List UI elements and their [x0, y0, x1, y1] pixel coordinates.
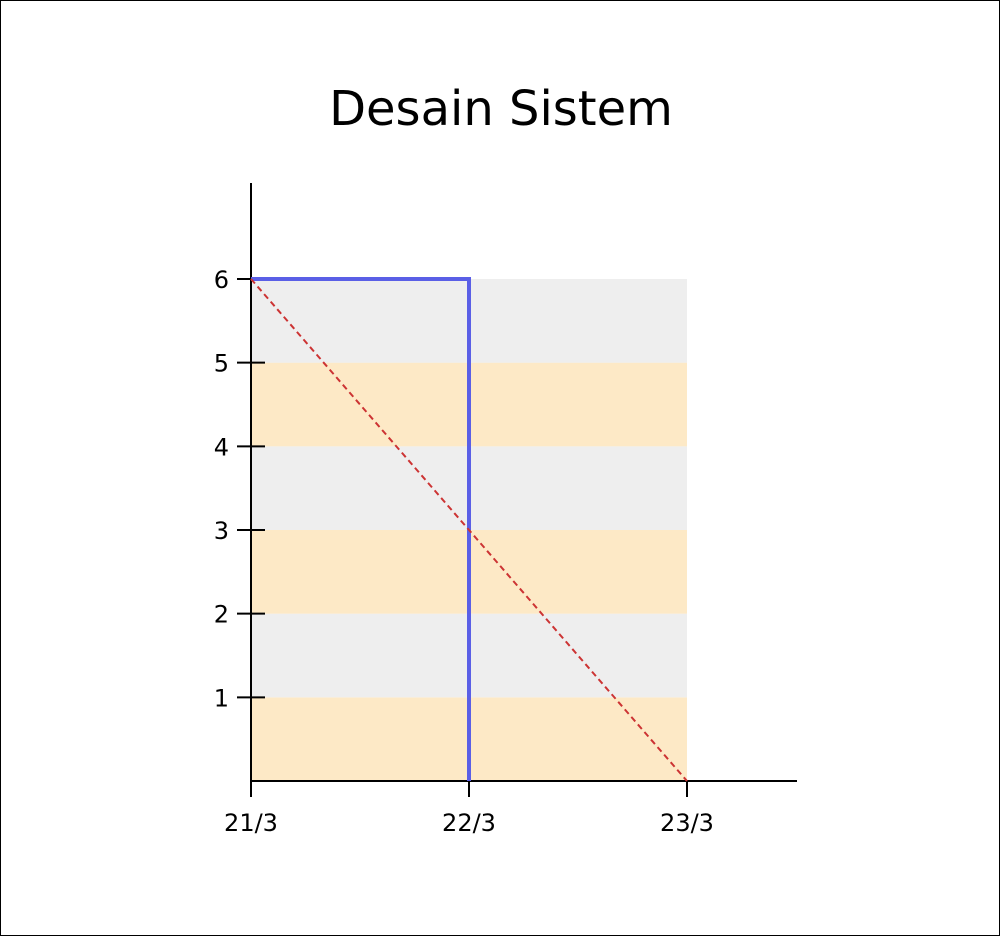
x-tick-label-22-3: 22/3 [442, 809, 496, 837]
axes: 1 2 3 4 5 6 21/3 22/3 23/3 [214, 183, 797, 837]
series-group [250, 277, 688, 782]
y-tick-label-1: 1 [214, 684, 229, 712]
ideal-line-1 [250, 278, 688, 782]
x-tick-label-21-3: 21/3 [224, 809, 278, 837]
y-tick-label-6: 6 [214, 266, 229, 294]
y-tick-label-5: 5 [214, 350, 229, 378]
y-tick-label-3: 3 [214, 517, 229, 545]
chart-title: Desain Sistem [329, 81, 673, 137]
y-tick-label-4: 4 [214, 433, 229, 461]
actual-line-0 [251, 277, 471, 781]
y-tick-label-2: 2 [214, 601, 229, 629]
x-tick-label-23-3: 23/3 [660, 809, 714, 837]
